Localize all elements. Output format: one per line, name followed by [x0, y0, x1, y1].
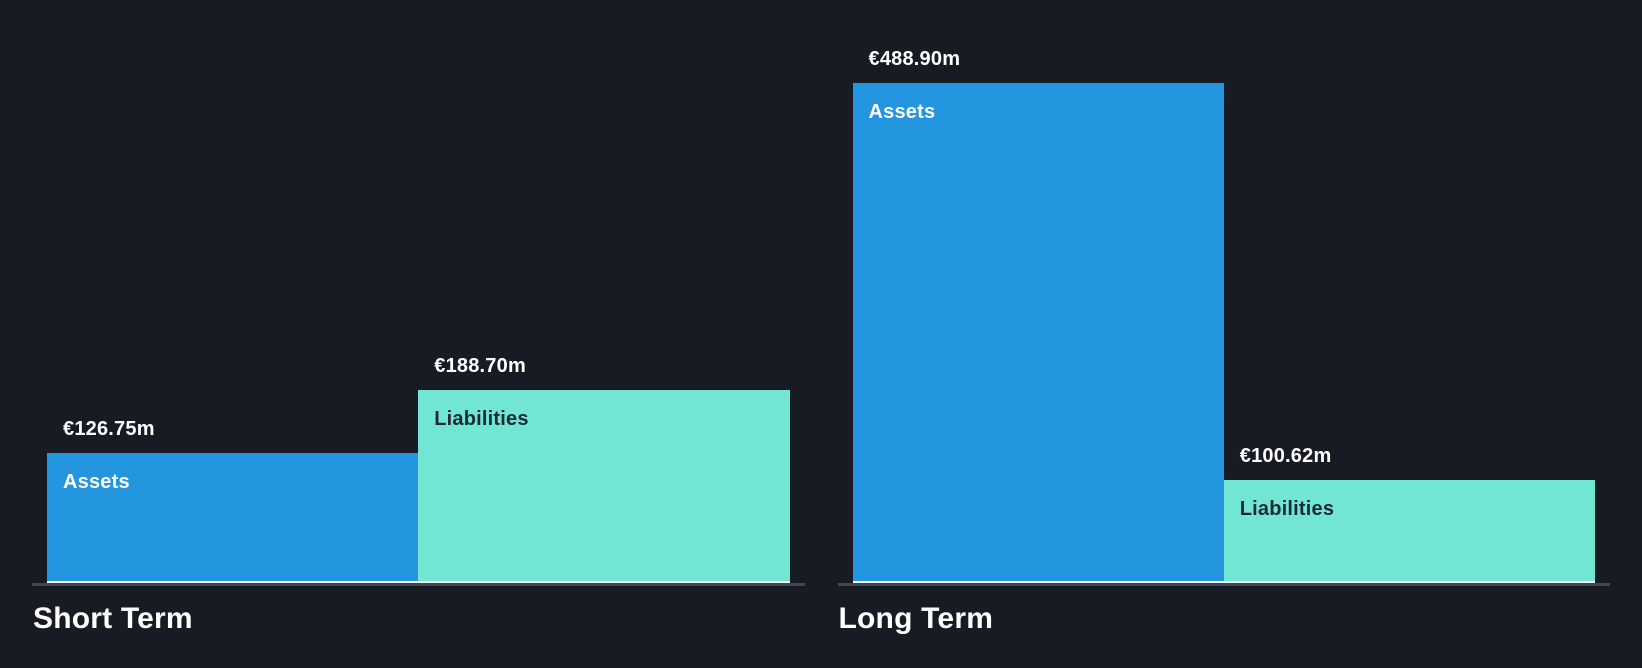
balance-sheet-chart: €126.75m Assets €188.70m Liabilities Sho…: [32, 0, 1610, 635]
long-term-assets-cell: €488.90m Assets: [852, 48, 1224, 583]
short-term-assets-bar[interactable]: Assets: [47, 453, 419, 583]
short-term-liabilities-bar[interactable]: Liabilities: [418, 390, 790, 583]
long-term-baseline-axis: [837, 583, 1610, 586]
long-term-assets-bar[interactable]: Assets: [852, 83, 1224, 583]
long-term-plot-area: €488.90m Assets €100.62m Liabilities: [837, 0, 1610, 586]
short-term-assets-value: €126.75m: [63, 418, 155, 441]
long-term-assets-bar-label: Assets: [868, 101, 936, 123]
short-term-chart-group: €126.75m Assets €188.70m Liabilities Sho…: [32, 0, 805, 634]
short-term-liabilities-bar-label: Liabilities: [434, 408, 529, 430]
short-term-chart-title: Short Term: [33, 602, 193, 635]
long-term-chart-group: €488.90m Assets €100.62m Liabilities Lon…: [837, 0, 1610, 635]
short-term-baseline-axis: [32, 583, 805, 586]
short-term-liabilities-value: €188.70m: [434, 355, 526, 377]
short-term-assets-cell: €126.75m Assets: [47, 418, 419, 583]
long-term-assets-value: €488.90m: [868, 48, 961, 70]
long-term-liabilities-bar-label: Liabilities: [1239, 498, 1335, 521]
short-term-liabilities-cell: €188.70m Liabilities: [418, 355, 790, 583]
short-term-assets-bar-label: Assets: [63, 471, 130, 494]
long-term-chart-title: Long Term: [838, 602, 994, 635]
long-term-liabilities-value: €100.62m: [1239, 445, 1332, 468]
long-term-liabilities-cell: €100.62m Liabilities: [1223, 445, 1595, 583]
short-term-plot-area: €126.75m Assets €188.70m Liabilities: [32, 0, 805, 586]
long-term-liabilities-bar[interactable]: Liabilities: [1223, 480, 1595, 583]
